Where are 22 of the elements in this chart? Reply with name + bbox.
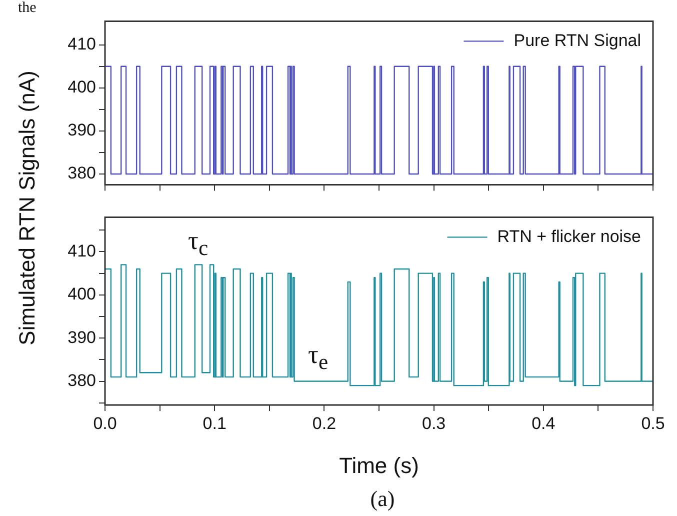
y-axis-title: Simulated RTN Signals (nA) (14, 70, 40, 346)
x-tick-label: 0.4 (532, 414, 556, 433)
legend-label: RTN + flicker noise (497, 226, 642, 246)
annotation: τ$_{e}$ (308, 340, 328, 376)
y-tick-label: 400 (68, 284, 96, 304)
y-tick-label: 410 (68, 241, 96, 260)
x-tick-label: 0.3 (422, 414, 446, 433)
legend-label: Pure RTN Signal (514, 30, 642, 50)
x-axis-title: Time (s) (339, 452, 419, 478)
y-tick-label: 410 (68, 34, 96, 54)
annotation: τ$_{c}$ (188, 226, 208, 262)
y-tick-label: 380 (68, 370, 96, 390)
text: the (18, 0, 36, 17)
y-tick-label: 390 (68, 120, 96, 140)
y-tick-label: 390 (68, 328, 96, 347)
x-tick-label: 0.0 (93, 414, 117, 433)
x-tick-label: 0.5 (641, 414, 665, 433)
y-tick-label: 380 (68, 164, 96, 183)
x-tick-label: 0.2 (312, 414, 336, 433)
x-tick-label: 0.1 (202, 414, 226, 433)
text: (a) (369, 486, 396, 512)
y-tick-label: 400 (68, 78, 96, 97)
